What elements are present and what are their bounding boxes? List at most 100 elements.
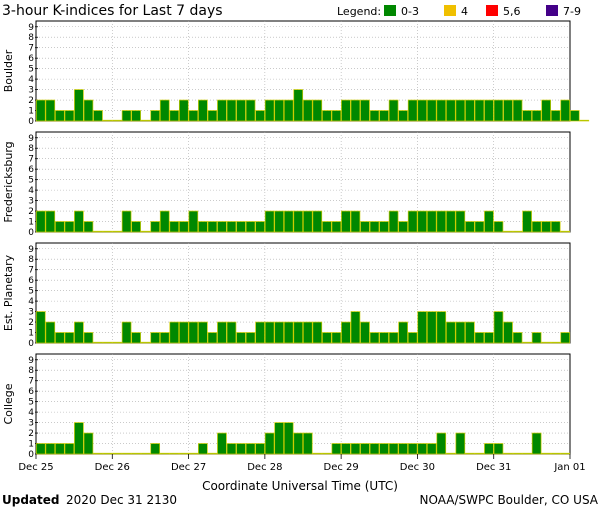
bar bbox=[55, 221, 65, 233]
legend-label: Legend: bbox=[337, 5, 381, 18]
legend-swatch-0-3 bbox=[384, 5, 396, 16]
bar bbox=[283, 99, 294, 122]
bar bbox=[350, 99, 361, 122]
bar bbox=[35, 311, 46, 344]
bar bbox=[503, 452, 513, 455]
bar bbox=[131, 110, 141, 122]
bar bbox=[360, 443, 370, 455]
bar bbox=[112, 119, 122, 122]
bar bbox=[207, 452, 218, 455]
bar bbox=[550, 110, 561, 122]
bar bbox=[350, 210, 361, 233]
bar bbox=[150, 221, 161, 233]
bar bbox=[379, 332, 389, 344]
y-tick-label: 0 bbox=[28, 339, 34, 349]
bar bbox=[264, 321, 275, 344]
bar bbox=[102, 119, 113, 122]
bar bbox=[236, 332, 246, 344]
bar bbox=[283, 210, 294, 233]
bar bbox=[522, 341, 532, 344]
y-tick-label: 6 bbox=[28, 54, 34, 64]
bar bbox=[322, 452, 332, 455]
bar bbox=[341, 321, 351, 344]
bar bbox=[436, 210, 447, 233]
bar bbox=[169, 321, 180, 344]
bar bbox=[522, 110, 532, 122]
bar bbox=[150, 443, 161, 455]
chart-panels: 0123456789Boulder0123456789Fredericksbur… bbox=[2, 20, 590, 460]
bar bbox=[341, 99, 351, 122]
bar bbox=[407, 210, 418, 233]
y-tick-label: 3 bbox=[28, 308, 34, 318]
bar bbox=[217, 221, 227, 233]
bar bbox=[178, 221, 189, 233]
bar bbox=[121, 110, 132, 122]
bar bbox=[417, 210, 428, 233]
bar bbox=[503, 321, 513, 344]
bar bbox=[493, 221, 504, 233]
bar bbox=[45, 210, 56, 233]
bar bbox=[560, 332, 571, 344]
y-tick-label: 3 bbox=[28, 419, 34, 429]
y-tick-label: 2 bbox=[28, 96, 34, 106]
y-tick-label: 4 bbox=[28, 186, 34, 196]
bar bbox=[455, 321, 466, 344]
bar bbox=[217, 432, 227, 455]
bar bbox=[455, 99, 466, 122]
y-tick-label: 0 bbox=[28, 228, 34, 238]
bar bbox=[178, 321, 189, 344]
bar bbox=[379, 221, 389, 233]
bar bbox=[569, 110, 580, 122]
bar bbox=[274, 99, 284, 122]
y-tick-label: 0 bbox=[28, 450, 34, 460]
bar bbox=[503, 99, 513, 122]
bar bbox=[560, 452, 571, 455]
bar bbox=[131, 452, 141, 455]
bar bbox=[465, 452, 475, 455]
bar bbox=[45, 321, 56, 344]
bar bbox=[465, 221, 475, 233]
x-axis-label: Coordinate Universal Time (UTC) bbox=[202, 479, 398, 493]
bar bbox=[188, 321, 199, 344]
legend-swatch-7-9 bbox=[546, 5, 558, 16]
bar bbox=[159, 99, 170, 122]
panel-label: College bbox=[2, 383, 15, 424]
bar bbox=[398, 321, 408, 344]
bar bbox=[121, 321, 132, 344]
bar bbox=[35, 210, 46, 233]
bar bbox=[369, 443, 380, 455]
bar bbox=[226, 443, 237, 455]
bar bbox=[198, 443, 208, 455]
bar bbox=[236, 99, 246, 122]
bar bbox=[550, 341, 561, 344]
bar bbox=[474, 221, 485, 233]
bar bbox=[226, 221, 237, 233]
bar bbox=[274, 210, 284, 233]
y-tick-label: 7 bbox=[28, 44, 34, 54]
bar bbox=[45, 443, 56, 455]
bar bbox=[198, 221, 208, 233]
x-tick-label: Dec 28 bbox=[247, 462, 282, 473]
bar bbox=[64, 443, 75, 455]
updated-label: Updated bbox=[2, 493, 60, 507]
bar bbox=[169, 221, 180, 233]
bar bbox=[455, 210, 466, 233]
bar bbox=[159, 332, 170, 344]
bar bbox=[159, 452, 170, 455]
bar bbox=[198, 99, 208, 122]
bar bbox=[64, 110, 75, 122]
bar bbox=[512, 452, 523, 455]
bar bbox=[188, 452, 199, 455]
y-tick-label: 5 bbox=[28, 398, 34, 408]
bar bbox=[102, 452, 113, 455]
bar bbox=[350, 311, 361, 344]
bar bbox=[112, 341, 122, 344]
bar bbox=[522, 210, 532, 233]
bar bbox=[560, 230, 571, 233]
bar bbox=[474, 332, 485, 344]
bar bbox=[312, 99, 323, 122]
bar bbox=[388, 332, 399, 344]
